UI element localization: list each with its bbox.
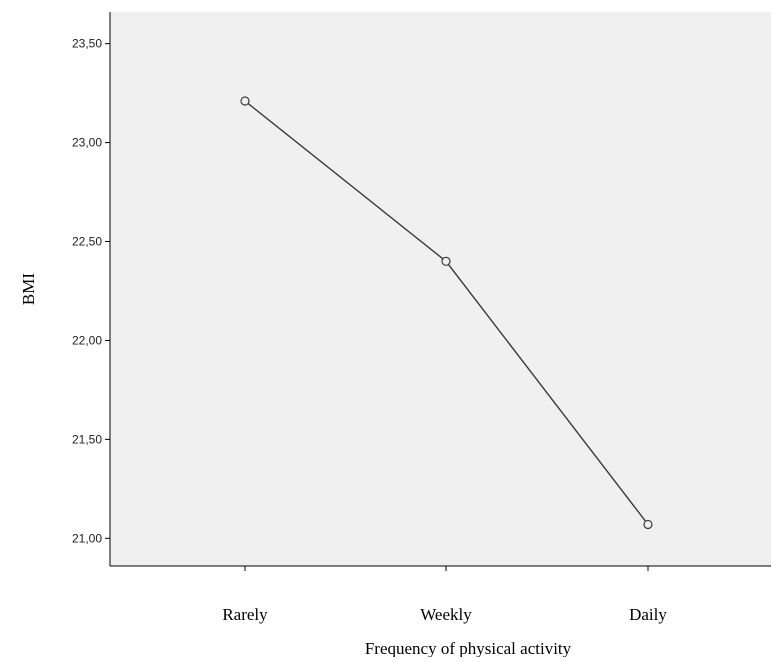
x-axis-title: Frequency of physical activity	[365, 639, 572, 657]
y-tick-label: 23,00	[72, 136, 102, 150]
labels-layer: 21,00 21,50 22,00 22,50 23,00 23,50 Rarely Week…	[72, 37, 667, 624]
data-point	[441, 256, 451, 266]
y-tick-label: 21,50	[72, 432, 102, 446]
plot-area	[110, 12, 771, 566]
y-tick-label: 22,50	[72, 235, 102, 249]
x-tick-label: Daily	[629, 605, 667, 624]
data-point	[643, 519, 653, 530]
data-point	[240, 96, 250, 106]
y-axis-title: BMI	[19, 273, 38, 305]
y-tick-label: 23,50	[72, 37, 102, 51]
y-tick-label: 22,00	[72, 333, 102, 347]
y-tick-label: 21,00	[72, 531, 102, 545]
x-tick-label: Weekly	[420, 605, 472, 624]
x-tick-label: Rarely	[222, 605, 268, 624]
series-layer	[240, 96, 653, 530]
ticks-layer	[105, 43, 649, 571]
